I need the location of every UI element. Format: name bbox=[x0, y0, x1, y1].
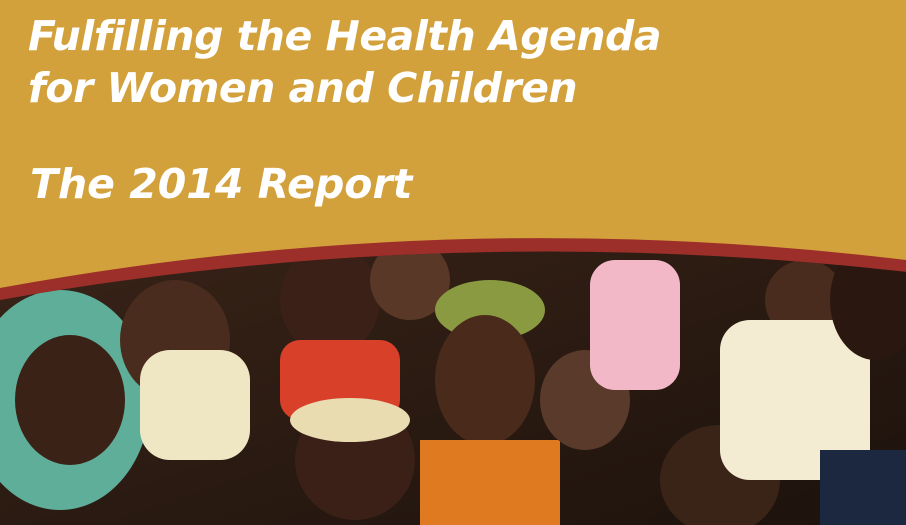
title-line-1: Fulfilling the Health Agenda bbox=[28, 12, 662, 60]
report-title: Fulfilling the Health Agenda for Women a… bbox=[28, 10, 662, 114]
photo-content bbox=[0, 251, 906, 525]
report-subtitle: The 2014 Report bbox=[30, 160, 413, 208]
title-line-2: for Women and Children bbox=[28, 64, 578, 112]
